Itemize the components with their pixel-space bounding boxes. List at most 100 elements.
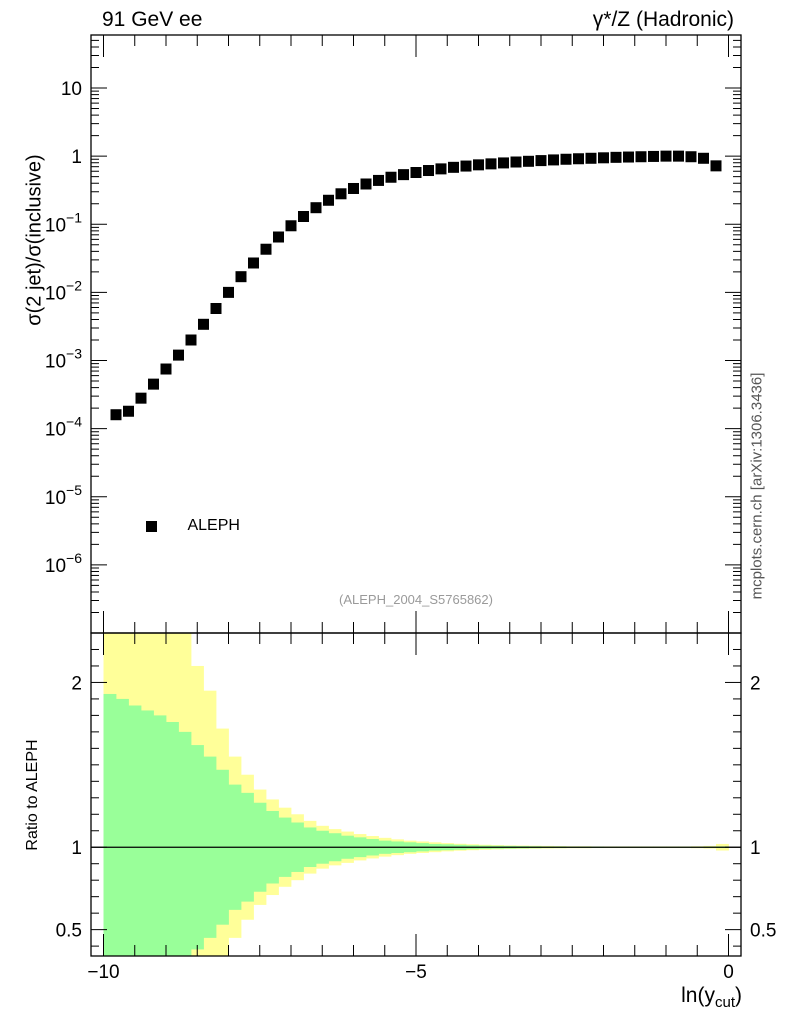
data-point — [535, 155, 547, 167]
tick-mantissa: 10 — [45, 420, 66, 441]
x-axis-label-subscript: cut — [714, 994, 735, 1012]
data-point — [248, 257, 259, 269]
inner-band-bin — [128, 705, 142, 956]
tick-exponent: −3 — [66, 346, 82, 362]
side-note: mcplots.cern.ch [arXiv:1306.3436] — [748, 372, 766, 600]
legend-marker — [146, 520, 157, 532]
data-point — [610, 151, 622, 163]
data-point — [135, 392, 147, 404]
tick-mantissa: 10 — [45, 215, 66, 236]
data-point — [360, 178, 372, 190]
legend: ALEPH — [146, 517, 240, 535]
data-point — [423, 165, 434, 177]
inner-band-bin — [178, 731, 192, 956]
data-point — [473, 159, 484, 171]
tick-exponent: −5 — [66, 482, 82, 498]
data-point — [398, 169, 409, 181]
data-point — [448, 161, 459, 173]
data-point — [623, 151, 634, 163]
data-point — [235, 271, 247, 283]
data-point — [310, 202, 322, 214]
data-point — [285, 220, 297, 232]
data-point — [660, 150, 672, 162]
right-title: γ*/Z (Hadronic) — [592, 8, 734, 31]
data-point — [685, 151, 697, 163]
data-point — [335, 188, 347, 200]
inner-band-bin — [103, 693, 117, 956]
axis-ticks — [91, 34, 741, 956]
data-point — [348, 182, 359, 194]
data-point — [460, 160, 472, 172]
analysis-tag: (ALEPH_2004_S5765862) — [339, 592, 493, 607]
x-tick-label: −10 — [87, 962, 119, 983]
data-point — [223, 286, 234, 298]
data-point — [298, 210, 309, 222]
ratio-y-tick-label: 1 — [71, 838, 82, 859]
data-point — [160, 363, 172, 375]
data-point — [548, 154, 559, 166]
inner-band-bin — [166, 721, 179, 956]
data-point — [698, 152, 709, 164]
main-frame — [90, 34, 742, 634]
tick-exponent: −1 — [66, 209, 82, 225]
main-y-tick-label: 10−4 — [45, 414, 82, 441]
main-y-tick-label: 10−3 — [45, 346, 82, 373]
data-point — [173, 349, 184, 361]
data-point — [123, 405, 134, 417]
data-point — [260, 243, 272, 255]
tick-exponent: −2 — [66, 277, 82, 293]
data-point — [573, 153, 584, 165]
data-point — [410, 167, 422, 179]
data-point — [560, 153, 572, 165]
main-y-tick-label: 10−5 — [45, 482, 82, 509]
ratio-y-tick-label: 0.5 — [56, 921, 82, 942]
x-tick-label: 0 — [723, 962, 734, 983]
main-y-axis-label: σ(2 jet)/σ(inclusive) — [23, 154, 46, 326]
data-point — [648, 150, 659, 162]
main-y-tick-label: 10−1 — [45, 209, 82, 236]
ratio-y-tick-label-right: 0.5 — [750, 921, 776, 942]
data-point — [273, 231, 284, 243]
data-point — [498, 157, 509, 169]
data-point — [485, 158, 497, 170]
data-point — [185, 334, 197, 346]
x-tick-label: −5 — [405, 962, 427, 983]
data-point — [523, 155, 534, 167]
left-title: 91 GeV ee — [102, 8, 203, 31]
ratio-y-tick-label-right: 1 — [750, 838, 761, 859]
data-point — [373, 174, 384, 186]
tick-mantissa: 10 — [45, 352, 66, 373]
data-point — [635, 151, 647, 163]
tick-mantissa: 10 — [45, 556, 66, 577]
x-axis-label-end: ) — [735, 984, 742, 1007]
data-point — [210, 302, 222, 314]
ratio-y-tick-label-right: 2 — [750, 673, 761, 694]
data-point — [673, 150, 684, 162]
tick-mantissa: 10 — [45, 488, 66, 509]
main-y-tick-label: 10 — [61, 79, 82, 100]
data-point — [148, 378, 159, 390]
data-point — [710, 160, 722, 172]
tick-mantissa: 10 — [61, 79, 82, 100]
x-axis-label-main: ln(y — [681, 984, 715, 1007]
data-point — [585, 152, 597, 164]
tick-exponent: −6 — [66, 550, 82, 566]
ratio-y-tick-label: 2 — [71, 673, 82, 694]
main-data-points — [110, 150, 722, 421]
legend-label: ALEPH — [187, 517, 240, 534]
data-point — [323, 194, 334, 206]
main-y-tick-label: 10−6 — [45, 550, 82, 577]
tick-mantissa: 10 — [45, 283, 66, 304]
data-point — [510, 156, 522, 168]
inner-band-bin — [153, 715, 167, 956]
tick-mantissa: 1 — [71, 147, 82, 168]
data-point — [435, 163, 447, 175]
data-point — [110, 409, 122, 421]
main-y-tick-label: 10−2 — [45, 277, 82, 304]
x-axis-label: ln(ycut) — [681, 984, 742, 1011]
ratio-bands — [91, 633, 741, 956]
main-y-tick-label: 1 — [71, 147, 82, 168]
inner-band-bin — [141, 710, 154, 956]
